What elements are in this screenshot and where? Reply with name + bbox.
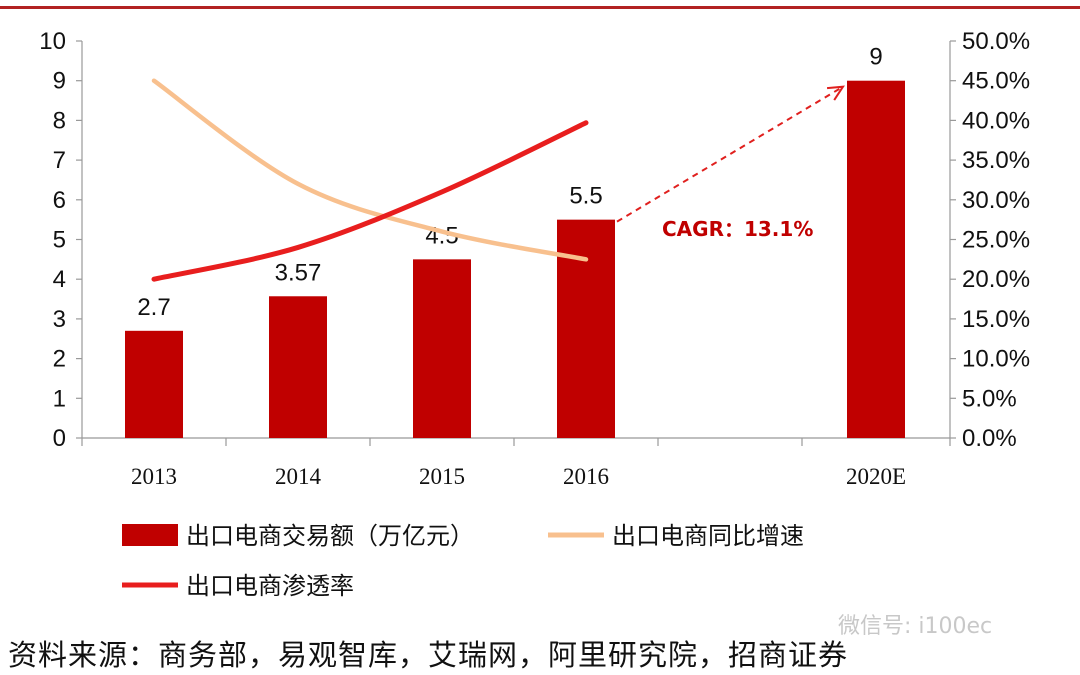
legend-swatch-bar — [122, 524, 178, 546]
x-tick-label: 2013 — [131, 464, 177, 489]
bar-data-label: 5.5 — [569, 183, 602, 210]
right-tick-label: 20.0% — [962, 266, 1030, 293]
left-tick-label: 8 — [53, 107, 66, 134]
legend-label: 出口电商渗透率 — [186, 572, 354, 600]
left-tick-label: 2 — [53, 346, 66, 373]
combo-chart: 0 1 2 3 4 5 6 7 8 9 10 0.0% 5.0% 10.0% 15.0% 20.0% 25.0%… — [39, 28, 1030, 600]
cagr-label: CAGR：13.1% — [662, 217, 813, 241]
legend-label: 出口电商同比增速 — [612, 522, 804, 550]
right-tick-label: 10.0% — [962, 346, 1030, 373]
top-rule — [0, 6, 1080, 9]
bar — [557, 219, 615, 438]
left-tick-label: 9 — [53, 68, 66, 95]
wechat-watermark: 微信号: i100ec — [838, 614, 993, 639]
x-tick-label: 2020E — [846, 464, 906, 489]
right-tick-label: 25.0% — [962, 227, 1030, 254]
bar-data-label: 3.57 — [275, 259, 322, 286]
left-tick-label: 7 — [53, 147, 66, 174]
left-tick-label: 10 — [39, 28, 66, 55]
bar — [413, 259, 471, 438]
right-tick-label: 45.0% — [962, 68, 1030, 95]
left-tick-label: 3 — [53, 306, 66, 333]
right-tick-label: 35.0% — [962, 147, 1030, 174]
bar — [125, 330, 183, 438]
bar — [847, 80, 905, 438]
right-tick-label: 40.0% — [962, 107, 1030, 134]
cagr-arrow-line — [616, 85, 844, 223]
left-tick-label: 6 — [53, 187, 66, 214]
x-tick-label: 2015 — [419, 464, 465, 489]
cagr-arrow-head — [826, 85, 845, 101]
legend-label: 出口电商交易额（万亿元） — [186, 522, 474, 550]
x-tick-label: 2016 — [563, 464, 609, 489]
penetration-rate-line — [151, 120, 589, 282]
left-tick-label: 5 — [53, 227, 66, 254]
right-tick-label: 30.0% — [962, 187, 1030, 214]
right-tick-label: 15.0% — [962, 306, 1030, 333]
x-tick-label: 2014 — [275, 464, 322, 489]
growth-rate-line — [151, 78, 589, 262]
left-tick-label: 4 — [53, 266, 66, 293]
bar-data-label: 9 — [869, 44, 882, 71]
source-note: 资料来源：商务部，易观智库，艾瑞网，阿里研究院，招商证券 — [8, 638, 849, 672]
right-tick-label: 50.0% — [962, 28, 1030, 55]
bar — [269, 296, 327, 438]
left-tick-label: 0 — [53, 425, 66, 452]
right-tick-label: 0.0% — [962, 425, 1017, 452]
bar-data-label: 2.7 — [137, 294, 170, 321]
right-tick-label: 5.0% — [962, 385, 1017, 412]
left-tick-label: 1 — [53, 385, 66, 412]
